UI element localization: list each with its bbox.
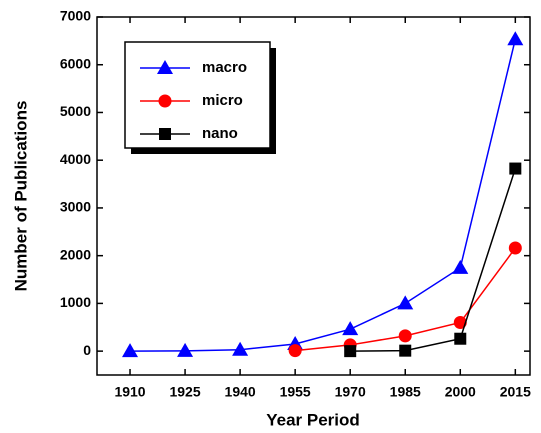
x-tick-label: 1940	[225, 384, 256, 400]
x-tick-label: 1955	[280, 384, 311, 400]
y-tick-label: 6000	[60, 55, 91, 71]
data-point	[453, 315, 467, 329]
series-line	[350, 168, 517, 352]
y-tick-label: 1000	[60, 294, 91, 310]
x-tick-label: 1910	[114, 384, 145, 400]
y-axis-label: Number of Publications	[11, 101, 30, 292]
plot-frame	[96, 16, 531, 376]
x-tick-label: 2015	[500, 384, 531, 400]
data-point	[342, 321, 359, 336]
data-point	[507, 31, 524, 46]
data-point	[399, 344, 412, 357]
data-point	[454, 332, 467, 345]
data-point	[344, 345, 357, 358]
x-axis-label: Year Period	[266, 410, 360, 429]
data-point	[398, 329, 412, 343]
y-tick-label: 3000	[60, 199, 91, 215]
legend	[124, 41, 271, 149]
legend-label: nano	[202, 125, 238, 142]
data-point	[122, 343, 139, 358]
y-tick-label: 5000	[60, 103, 91, 119]
y-tick-label: 2000	[60, 246, 91, 262]
data-point	[508, 241, 522, 255]
data-point	[509, 162, 522, 175]
y-tick-label: 7000	[60, 8, 91, 24]
legend-marker	[158, 94, 172, 108]
data-point	[288, 344, 302, 358]
series-line	[130, 39, 517, 352]
data-point	[452, 259, 469, 274]
legend-label: micro	[202, 92, 243, 109]
x-tick-label: 1985	[390, 384, 421, 400]
x-tick-label: 1925	[169, 384, 200, 400]
y-tick-label: 4000	[60, 151, 91, 167]
data-point	[397, 295, 414, 310]
data-point	[232, 341, 249, 356]
legend-marker	[159, 128, 171, 140]
legend-label: macro	[202, 59, 247, 76]
x-tick-label: 1970	[335, 384, 366, 400]
y-tick-label: 0	[83, 342, 91, 358]
x-tick-label: 2000	[445, 384, 476, 400]
legend-marker	[157, 60, 173, 74]
data-point	[177, 342, 194, 357]
